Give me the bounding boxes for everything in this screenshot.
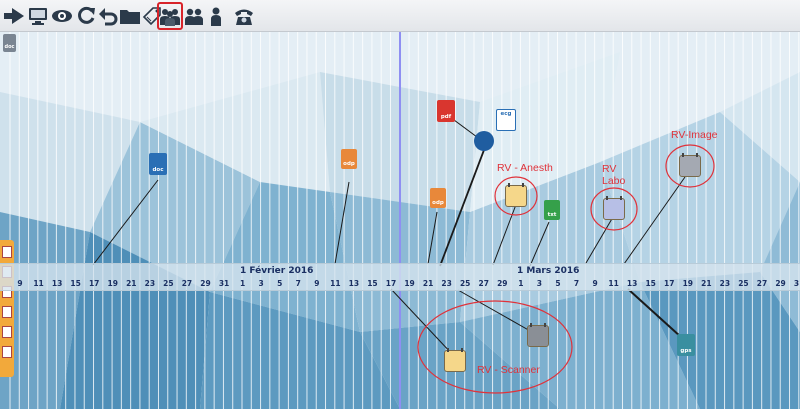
chart-file-icon[interactable]: ecg — [496, 109, 516, 131]
toolbar — [0, 0, 800, 32]
odp-file-badge-1: odp — [343, 161, 355, 167]
timeline-tick: 25 — [738, 279, 749, 288]
month-label-february: 1 Février 2016 — [240, 266, 314, 276]
eye-icon[interactable] — [50, 3, 74, 29]
txt-file-icon[interactable]: txt — [544, 200, 560, 220]
timeline-tick: 5 — [277, 279, 283, 288]
timeline-tick: 23 — [144, 279, 156, 288]
appointment-label-image: RV-Image — [671, 129, 718, 141]
timeline-tick: 5 — [555, 279, 561, 288]
timeline-tick: 29 — [200, 279, 211, 288]
timeline-tick: 1 — [518, 279, 524, 288]
appointment-label-labo: RV Labo — [602, 163, 626, 187]
folder-icon[interactable] — [118, 3, 142, 29]
timeline-tick: 1 — [239, 279, 246, 288]
timeline-tick: 17 — [664, 279, 675, 288]
top-left-doc-label: doc — [4, 44, 15, 50]
timeline-tick: 29 — [775, 279, 786, 288]
timeline-tick: 17 — [385, 279, 397, 288]
odp-file-icon-1[interactable]: odp — [341, 149, 357, 169]
timeline-tick: 7 — [295, 279, 301, 288]
play-icon[interactable] — [2, 3, 26, 29]
timeline-tick: 25 — [459, 279, 471, 288]
month-label-march: 1 Mars 2016 — [517, 266, 580, 276]
timeline-tick: 31 — [793, 279, 800, 288]
timeline-tick: 25 — [163, 279, 174, 288]
tag-icon[interactable] — [140, 3, 164, 29]
strip-item-5[interactable] — [2, 326, 12, 338]
gps-file-icon[interactable]: gps — [677, 334, 695, 356]
timeline-tick: 21 — [422, 279, 434, 288]
top-left-doc-icon[interactable]: doc — [3, 34, 16, 52]
calendar-icon-image[interactable] — [679, 153, 701, 177]
calendar-icon-scanner-1[interactable] — [444, 348, 466, 372]
strip-item-4[interactable] — [2, 306, 12, 318]
left-strip — [0, 240, 14, 377]
calendar-icon-anesth[interactable] — [505, 183, 527, 207]
timeline-axis: 1 Février 2016 1 Mars 2016 9 11 13 15 17 19 21… — [0, 263, 800, 291]
undo-icon[interactable] — [96, 3, 120, 29]
chart-file-badge: ecg — [500, 111, 512, 117]
calendar-icon-labo[interactable] — [603, 196, 625, 220]
timeline-tick: 11 — [330, 279, 341, 288]
calendar-icon-scanner-2[interactable] — [527, 323, 549, 347]
telephone-icon[interactable] — [232, 3, 256, 29]
person-file-icon[interactable] — [474, 131, 494, 151]
timeline-tick: 31 — [218, 279, 230, 288]
odp-file-badge-2: odp — [432, 200, 444, 206]
timeline-tick: 19 — [404, 279, 415, 288]
timeline-tick: 23 — [441, 279, 452, 288]
doc-file-icon[interactable]: doc — [149, 153, 167, 175]
timeline-tick: 17 — [88, 279, 100, 288]
timeline-tick: 21 — [701, 279, 712, 288]
timeline-tick: 29 — [497, 279, 508, 288]
monitor-icon[interactable] — [26, 3, 50, 29]
timeline-tick: 3 — [536, 279, 542, 288]
timeline-tick: 27 — [756, 279, 768, 288]
timeline-tick: 7 — [573, 279, 580, 288]
timeline-tick: 3 — [258, 279, 264, 288]
gps-file-badge: gps — [680, 348, 692, 354]
two-users-icon[interactable] — [182, 3, 206, 29]
timeline-tick: 15 — [367, 279, 378, 288]
pdf-file-icon[interactable]: pdf — [437, 100, 455, 122]
timeline-tick: 15 — [70, 279, 81, 288]
txt-file-badge: txt — [547, 212, 557, 218]
timeline-tick: 11 — [33, 279, 44, 288]
timeline-tick: 9 — [314, 279, 320, 288]
timeline-tick: 15 — [645, 279, 656, 288]
timeline-tick: 9 — [17, 279, 23, 288]
strip-item-6[interactable] — [2, 346, 12, 358]
timeline-tick: 13 — [626, 279, 638, 288]
appointment-label-scanner: RV - Scanner — [477, 364, 540, 376]
timeline-tick: 13 — [51, 279, 63, 288]
timeline-tick: 21 — [126, 279, 137, 288]
strip-item-1[interactable] — [2, 246, 12, 258]
refresh-icon[interactable] — [74, 3, 98, 29]
odp-file-icon-2[interactable]: odp — [430, 188, 446, 208]
group-users-icon[interactable] — [157, 2, 183, 30]
timeline-tick: 27 — [478, 279, 489, 288]
timeline-tick: 19 — [107, 279, 118, 288]
timeline-tick: 11 — [608, 279, 619, 288]
single-user-icon[interactable] — [204, 3, 228, 29]
pdf-file-badge: pdf — [440, 114, 452, 120]
timeline-tick: 19 — [682, 279, 694, 288]
timeline-tick: 23 — [719, 279, 731, 288]
polygon-background — [0, 32, 800, 409]
timeline-tick: 9 — [592, 279, 598, 288]
timeline-stage: doc 1 Février 2016 1 Mars 2016 9 11 13 15 17… — [0, 32, 800, 409]
timeline-tick: 27 — [181, 279, 193, 288]
appointment-label-anesth: RV - Anesth — [497, 162, 553, 174]
timeline-tick: 13 — [348, 279, 360, 288]
doc-file-badge: doc — [152, 167, 164, 173]
